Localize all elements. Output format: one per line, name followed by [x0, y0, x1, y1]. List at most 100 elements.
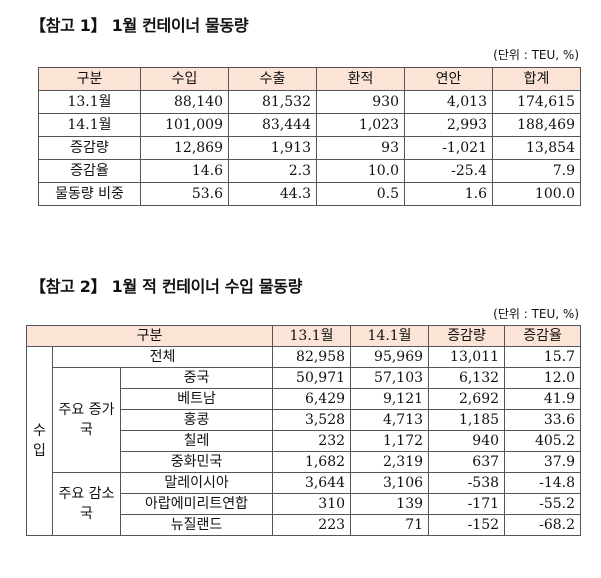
cell-change: 6,132	[428, 367, 506, 389]
import-label: 수입	[26, 346, 53, 536]
country-name: 칠레	[119, 430, 274, 452]
cell-transship: 1,023	[316, 113, 405, 137]
cell-change-rate: 15.7	[504, 346, 582, 368]
table-row: 증감량 12,869 1,913 93 -1,021 13,854	[38, 136, 581, 160]
row-label: 물동량 비중	[38, 182, 141, 206]
cell-14-jan: 3,106	[350, 472, 430, 494]
cell-13-jan: 50,971	[272, 367, 352, 389]
cell-change: -538	[428, 472, 506, 494]
row-label: 14.1월	[38, 113, 141, 137]
ref1-header-import: 수입	[140, 67, 229, 91]
cell-change-rate: 12.0	[504, 367, 582, 389]
cell-change: 1,185	[428, 409, 506, 431]
increase-group-label: 주요 증가국	[52, 367, 121, 473]
ref2-unit: (단위 : TEU, %)	[493, 307, 579, 321]
cell-14-jan: 2,319	[350, 451, 430, 473]
cell-13-jan: 1,682	[272, 451, 352, 473]
cell-total: 100.0	[492, 182, 581, 206]
ref2-table: 구분 13.1월 14.1월 증감량 증감율 수입 전체 82,958 95,9…	[25, 325, 582, 536]
ref1-title: 【참고 1】 1월 컨테이너 물동량	[30, 16, 249, 35]
cell-export: 1,913	[228, 136, 317, 160]
cell-import: 88,140	[140, 90, 229, 114]
cell-total: 7.9	[492, 159, 581, 183]
table-row: 수입 전체 82,958 95,969 13,011 15.7	[26, 346, 582, 536]
cell-coastal: -1,021	[404, 136, 493, 160]
cell-change: 2,692	[428, 388, 506, 410]
cell-14-jan: 57,103	[350, 367, 430, 389]
cell-transship: 93	[316, 136, 405, 160]
cell-13-jan: 310	[272, 493, 352, 515]
cell-change: 940	[428, 430, 506, 452]
country-name: 아랍에미리트연합	[119, 493, 274, 515]
cell-13-jan: 223	[272, 514, 352, 536]
ref1-header-transship: 환적	[316, 67, 405, 91]
ref2-header-14-jan: 14.1월	[350, 325, 430, 347]
table-row: 중화민국 1,682 2,319 637 37.9	[27, 451, 582, 473]
cell-change-rate: 41.9	[504, 388, 582, 410]
cell-change-rate: 33.6	[504, 409, 582, 431]
cell-export: 81,532	[228, 90, 317, 114]
cell-transship: 10.0	[316, 159, 405, 183]
table-row: 아랍에미리트연합 310 139 -171 -55.2	[27, 493, 582, 515]
cell-change-rate: -55.2	[504, 493, 582, 515]
cell-14-jan: 1,172	[350, 430, 430, 452]
cell-total: 174,615	[492, 90, 581, 114]
country-name: 중화민국	[119, 451, 274, 473]
cell-change: 637	[428, 451, 506, 473]
ref1-header-coastal: 연안	[404, 67, 493, 91]
decrease-group-label: 주요 감소국	[52, 472, 121, 536]
ref2-title: 【참고 2】 1월 적 컨테이너 수입 물동량	[30, 277, 303, 296]
cell-13-jan: 6,429	[272, 388, 352, 410]
cell-coastal: 1.6	[404, 182, 493, 206]
cell-change-rate: -14.8	[504, 472, 582, 494]
table-row: 칠레 232 1,172 940 405.2	[27, 430, 582, 452]
cell-14-jan: 95,969	[350, 346, 430, 368]
cell-total: 188,469	[492, 113, 581, 137]
ref2-header-13-jan: 13.1월	[272, 325, 352, 347]
cell-13-jan: 3,644	[272, 472, 352, 494]
table-row: 증감율 14.6 2.3 10.0 -25.4 7.9	[38, 159, 581, 183]
cell-import: 101,009	[140, 113, 229, 137]
cell-coastal: -25.4	[404, 159, 493, 183]
cell-change-rate: 37.9	[504, 451, 582, 473]
cell-transship: 0.5	[316, 182, 405, 206]
ref1-header-row: 구분 수입 수출 환적 연안 합계	[38, 67, 581, 91]
country-name: 말레이시아	[119, 472, 274, 494]
cell-14-jan: 4,713	[350, 409, 430, 431]
table-row: 뉴질랜드 223 71 -152 -68.2	[27, 514, 582, 536]
cell-14-jan: 139	[350, 493, 430, 515]
table-row: 베트남 6,429 9,121 2,692 41.9	[27, 388, 582, 410]
cell-import: 14.6	[140, 159, 229, 183]
cell-import: 12,869	[140, 136, 229, 160]
country-name: 베트남	[119, 388, 274, 410]
cell-13-jan: 82,958	[272, 346, 352, 368]
cell-import: 53.6	[140, 182, 229, 206]
table-row: 물동량 비중 53.6 44.3 0.5 1.6 100.0	[38, 182, 581, 206]
cell-13-jan: 232	[272, 430, 352, 452]
country-name: 뉴질랜드	[119, 514, 274, 536]
cell-13-jan: 3,528	[272, 409, 352, 431]
ref1-unit: (단위 : TEU, %)	[493, 48, 579, 62]
cell-change: -171	[428, 493, 506, 515]
cell-export: 2.3	[228, 159, 317, 183]
cell-transship: 930	[316, 90, 405, 114]
ref2-header-change: 증감량	[428, 325, 506, 347]
table-row: 14.1월 101,009 83,444 1,023 2,993 188,469	[38, 113, 581, 137]
cell-change-rate: -68.2	[504, 514, 582, 536]
cell-14-jan: 9,121	[350, 388, 430, 410]
country-name: 홍콩	[119, 409, 274, 431]
row-label: 전체	[51, 346, 274, 368]
ref2-header-change-rate: 증감율	[504, 325, 582, 347]
cell-change-rate: 405.2	[504, 430, 582, 452]
table-row: 주요 감소국 말레이시아 3,644 3,106 -538 -14.8	[27, 472, 582, 536]
cell-change: 13,011	[428, 346, 506, 368]
ref1-header-category: 구분	[38, 67, 141, 91]
ref2-header-row: 구분 13.1월 14.1월 증감량 증감율	[25, 325, 582, 347]
ref2-header-category: 구분	[25, 325, 274, 347]
cell-total: 13,854	[492, 136, 581, 160]
cell-change: -152	[428, 514, 506, 536]
row-label: 증감량	[38, 136, 141, 160]
row-label: 증감율	[38, 159, 141, 183]
cell-export: 83,444	[228, 113, 317, 137]
cell-coastal: 2,993	[404, 113, 493, 137]
